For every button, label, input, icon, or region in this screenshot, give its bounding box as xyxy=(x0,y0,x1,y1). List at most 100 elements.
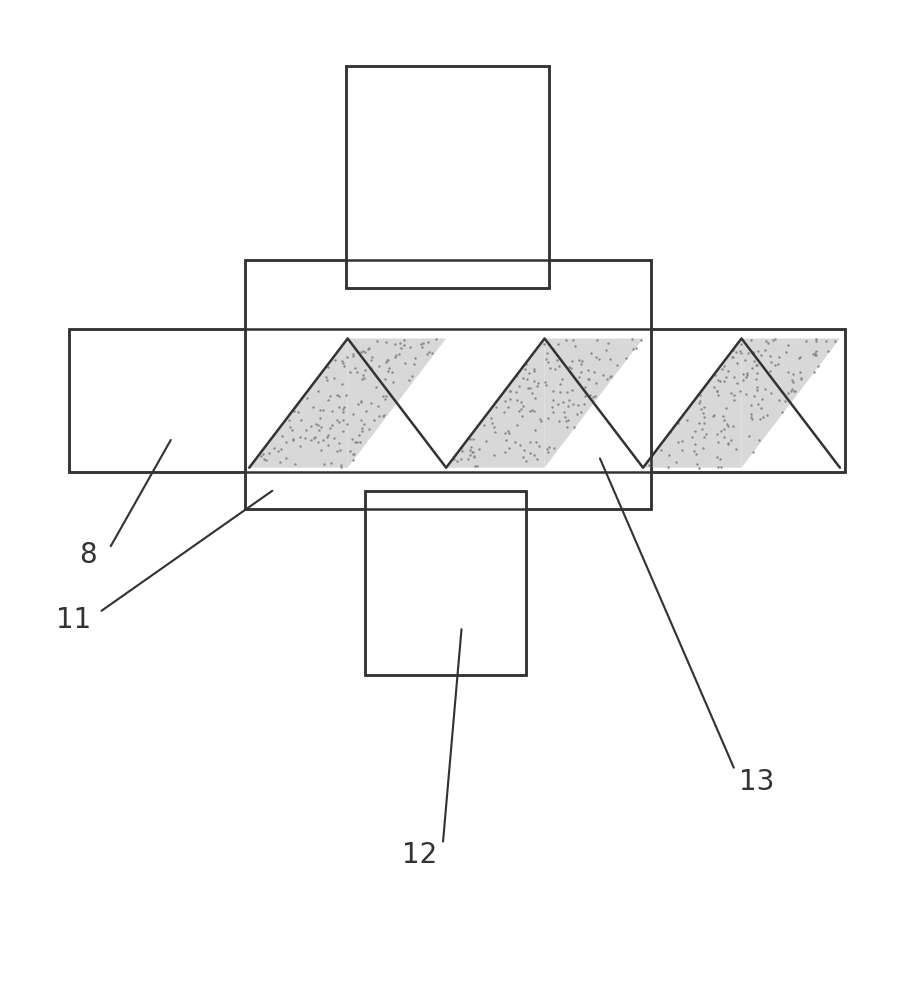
Point xyxy=(524,385,539,401)
Point xyxy=(351,396,366,412)
Point xyxy=(484,410,498,426)
Point xyxy=(693,387,708,403)
Point xyxy=(740,367,755,383)
Point xyxy=(321,392,336,408)
Point xyxy=(798,333,813,349)
Point xyxy=(466,449,481,465)
Point xyxy=(810,358,825,374)
Point xyxy=(371,398,386,414)
Point xyxy=(270,443,285,459)
Point xyxy=(726,392,741,408)
Point xyxy=(447,451,462,467)
Point xyxy=(725,349,740,365)
Point xyxy=(539,351,554,367)
Point xyxy=(527,363,542,379)
Point xyxy=(407,350,422,366)
Point xyxy=(571,369,586,385)
Point xyxy=(350,364,365,380)
Point xyxy=(310,383,325,399)
Point xyxy=(331,435,346,451)
Text: 12: 12 xyxy=(402,841,438,869)
Point xyxy=(785,366,800,382)
Point xyxy=(425,345,439,361)
Point xyxy=(709,426,724,442)
Polygon shape xyxy=(643,338,741,468)
Point xyxy=(509,384,523,400)
Point xyxy=(548,361,563,377)
Point xyxy=(315,402,330,418)
Point xyxy=(746,388,761,404)
Point xyxy=(509,417,524,433)
Point xyxy=(663,424,677,440)
Point xyxy=(808,345,822,361)
Point xyxy=(629,340,643,356)
Point xyxy=(462,442,477,458)
Point xyxy=(609,357,624,373)
Point xyxy=(568,338,582,354)
Point xyxy=(541,439,556,455)
Point xyxy=(284,422,299,438)
Point xyxy=(477,417,492,433)
Point xyxy=(545,392,560,408)
Point xyxy=(715,408,730,424)
Point xyxy=(578,379,593,395)
Point xyxy=(753,347,768,363)
Point xyxy=(311,417,326,433)
Point xyxy=(697,429,712,445)
Point xyxy=(732,343,747,359)
Point xyxy=(545,383,560,399)
Point xyxy=(696,399,711,415)
Point xyxy=(502,383,517,399)
Point xyxy=(725,349,739,365)
Point xyxy=(741,428,756,444)
Point xyxy=(380,363,395,379)
Point xyxy=(279,434,294,450)
Point xyxy=(792,350,807,366)
Point xyxy=(369,333,384,349)
Point xyxy=(716,421,731,437)
Point xyxy=(689,446,703,462)
Point xyxy=(545,399,559,415)
Point xyxy=(555,371,569,387)
Point xyxy=(323,388,338,404)
Point xyxy=(286,432,301,448)
Point xyxy=(530,375,545,391)
Point xyxy=(561,359,576,375)
Point xyxy=(696,405,711,421)
Point xyxy=(323,420,338,436)
Point xyxy=(466,444,481,460)
Point xyxy=(809,343,823,359)
Point xyxy=(282,419,297,435)
Point xyxy=(363,360,378,376)
Point xyxy=(258,452,273,468)
Point xyxy=(478,433,493,449)
Point xyxy=(527,403,542,419)
Point xyxy=(497,444,512,460)
Point xyxy=(778,393,793,409)
Point xyxy=(340,349,354,365)
Point xyxy=(336,358,351,374)
Bar xyxy=(245,260,651,509)
Point xyxy=(721,436,736,452)
Point xyxy=(756,409,771,425)
Point xyxy=(275,428,290,444)
Point xyxy=(488,399,503,415)
Point xyxy=(326,430,341,446)
Point xyxy=(710,449,725,465)
Point xyxy=(511,378,526,394)
Point xyxy=(319,429,334,445)
Point xyxy=(510,392,525,408)
Point xyxy=(320,437,335,453)
Point xyxy=(744,411,759,427)
Point xyxy=(687,443,701,459)
Point xyxy=(454,451,469,467)
Point xyxy=(314,442,329,458)
Point xyxy=(578,388,593,404)
Point xyxy=(385,364,400,380)
Point xyxy=(596,367,611,383)
Point xyxy=(740,345,755,361)
Point xyxy=(541,354,556,370)
Point xyxy=(533,413,548,429)
Point xyxy=(345,406,360,422)
Bar xyxy=(245,260,651,509)
